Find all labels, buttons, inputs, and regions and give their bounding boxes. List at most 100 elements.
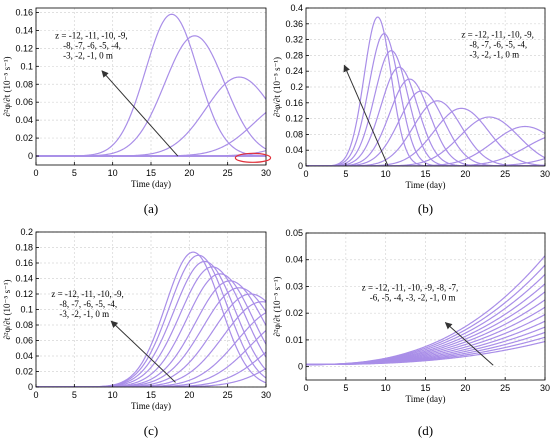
x-tick-label: 30 [540, 169, 550, 179]
y-tick-label: 0.04 [15, 115, 33, 125]
y-axis-label: ∂²φ/∂t (10⁻⁵ s⁻¹) [272, 276, 282, 336]
y-tick-label: 0.12 [285, 114, 303, 124]
y-tick-label: 0.02 [15, 367, 33, 377]
y-axis-label: ∂²φ/∂t (10⁻⁵ s⁻¹) [2, 56, 12, 116]
chart-panel-d: 0 5 10 15 20 25 30 0 0.01 0.02 0.03 0.04 0.05 Time (d… [272, 228, 550, 438]
y-tick-label: 0.16 [15, 258, 33, 268]
x-tick-label: 30 [540, 383, 550, 393]
x-tick-label: 0 [303, 383, 308, 393]
y-tick-label: 0.02 [15, 133, 33, 143]
highlight-ellipse [234, 152, 272, 163]
x-tick-label: 15 [146, 390, 156, 400]
y-tick-label: 0.01 [285, 335, 303, 345]
y-tick-label: 0 [28, 382, 33, 392]
annotation-text-line: -3, -2, -1, 0 m [469, 50, 519, 60]
chart-panel-a: 0 5 10 15 20 25 30 0 0.02 0.04 0.06 0.08 0.1 0.12 0.14… [2, 7, 272, 216]
y-tick-label: 0 [298, 161, 303, 171]
y-tick-label: 0.05 [285, 228, 303, 238]
y-axis-label: ∂²φ/∂t (10⁻⁵ s⁻¹) [272, 57, 282, 117]
x-tick-label: 15 [420, 383, 430, 393]
annotation-text-line: -8, -7, -6, -5, -4, [469, 40, 527, 50]
annotation-arrow [444, 322, 494, 366]
series-line-6 [36, 280, 266, 387]
y-tick-label: 0.04 [15, 351, 33, 361]
y-tick-label: 0.16 [285, 98, 303, 108]
series-line-2 [306, 33, 545, 166]
x-tick-label: 5 [343, 383, 348, 393]
annotation-arrow [343, 64, 389, 167]
x-axis-label: Time (day) [131, 401, 171, 411]
x-tick-label: 10 [381, 169, 391, 179]
series-line-13 [306, 340, 545, 366]
x-tick-label: 30 [261, 390, 271, 400]
annotation-arrow [101, 70, 179, 157]
y-tick-label: 0.16 [15, 7, 33, 17]
x-axis-label: Time (day) [406, 180, 446, 190]
series-group [306, 255, 545, 366]
x-axis-label: Time (day) [406, 394, 446, 404]
x-axis-label: Time (day) [131, 179, 171, 189]
y-tick-label: 0.04 [285, 255, 303, 265]
x-tick-label: 20 [184, 168, 194, 178]
panel-label: (b) [418, 201, 433, 216]
y-tick-label: 0.08 [285, 129, 303, 139]
y-tick-label: 0.14 [15, 274, 33, 284]
y-tick-label: 0.36 [285, 19, 303, 29]
x-tick-label: 5 [72, 168, 77, 178]
annotation-text-line: z = -12, -11, -10, -9, [55, 31, 127, 41]
x-tick-label: 10 [108, 168, 118, 178]
x-tick-label: 25 [500, 169, 510, 179]
y-axis-label: ∂²φ/∂t (10⁻⁵ s⁻¹) [2, 279, 12, 339]
x-tick-label: 0 [33, 168, 38, 178]
x-tick-label: 5 [343, 169, 348, 179]
y-tick-label: 0.08 [15, 79, 33, 89]
y-tick-label: 0.1 [20, 61, 33, 71]
y-tick-label: 0.18 [15, 243, 33, 253]
x-tick-label: 25 [223, 390, 233, 400]
annotation-text-line: z = -12, -11, -10, -9, -8, -7, [362, 282, 458, 292]
y-tick-label: 0.32 [285, 35, 303, 45]
series-line-9 [306, 116, 545, 166]
y-tick-label: 0.12 [15, 289, 33, 299]
annotation-text-line: -6, -5, -4, -3, -2, -1, 0 m [370, 292, 456, 302]
panel-label: (d) [418, 423, 433, 438]
x-tick-label: 15 [146, 168, 156, 178]
y-tick-label: 0.14 [15, 25, 33, 35]
x-tick-label: 5 [72, 390, 77, 400]
y-tick-label: 0.4 [290, 3, 303, 13]
annotation-text-line: -8, -7, -6, -5, -4, [59, 299, 117, 309]
y-tick-label: 0 [298, 362, 303, 372]
y-tick-label: 0.08 [15, 320, 33, 330]
chart-panel-c: 0 5 10 15 20 25 30 0 0.02 0.04 0.06 0.08 0.1 0.12 0.14… [2, 227, 271, 438]
x-tick-label: 0 [303, 169, 308, 179]
y-tick-label: 0.28 [285, 50, 303, 60]
series-group [36, 13, 266, 157]
x-tick-label: 15 [420, 169, 430, 179]
x-tick-label: 0 [33, 390, 38, 400]
y-tick-label: 0.06 [15, 97, 33, 107]
x-tick-label: 10 [381, 383, 391, 393]
annotation-text-line: z = -12, -11, -10, -9, [461, 30, 533, 40]
x-tick-label: 25 [223, 168, 233, 178]
x-tick-label: 10 [108, 390, 118, 400]
y-tick-label: 0 [28, 151, 33, 161]
y-tick-label: 0.04 [285, 145, 303, 155]
y-tick-label: 0.06 [15, 336, 33, 346]
annotation-arrow [110, 320, 176, 383]
y-tick-label: 0.1 [20, 305, 33, 315]
x-tick-label: 20 [184, 390, 194, 400]
x-tick-label: 20 [460, 383, 470, 393]
y-tick-label: 0.12 [15, 43, 33, 53]
annotation-text-line: -3, -2, -1, 0 m [59, 309, 109, 319]
chart-panel-b: 0 5 10 15 20 25 30 0 0.04 0.08 0.12 0.16 0.2 0.24 0.28… [272, 3, 550, 216]
y-tick-label: 0.2 [20, 227, 33, 237]
x-tick-label: 20 [460, 169, 470, 179]
series-line-7 [36, 287, 266, 387]
panel-label: (c) [144, 423, 158, 438]
y-tick-label: 0.03 [285, 281, 303, 291]
annotation-text-line: -3, -2, -1, 0 m [63, 51, 113, 61]
y-tick-label: 0.2 [290, 82, 303, 92]
panel-label: (a) [144, 201, 158, 216]
y-tick-label: 0.02 [285, 308, 303, 318]
